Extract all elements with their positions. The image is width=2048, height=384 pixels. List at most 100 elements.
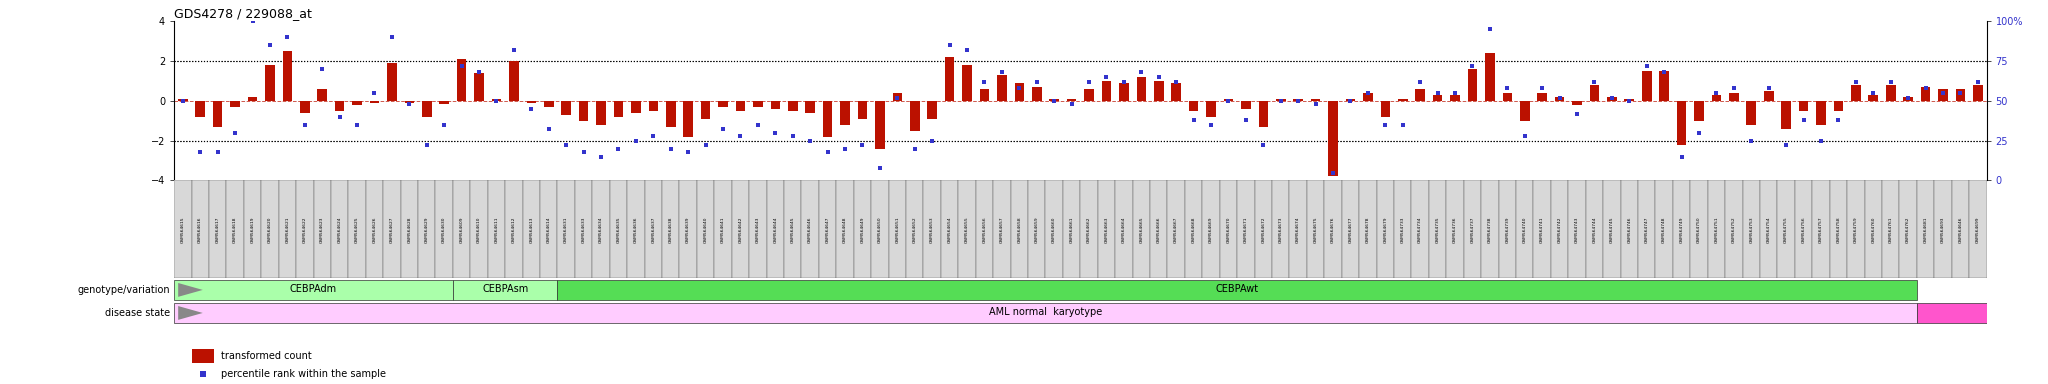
- Bar: [1464, 180, 1481, 278]
- Point: [621, 137, 653, 144]
- Text: GSM564754: GSM564754: [1767, 216, 1772, 243]
- Bar: [1223, 99, 1233, 101]
- Bar: [1833, 101, 1843, 111]
- Bar: [1655, 180, 1673, 278]
- Bar: [348, 180, 367, 278]
- Text: GSM564699: GSM564699: [1976, 216, 1980, 243]
- Bar: [575, 180, 592, 278]
- Bar: [1049, 99, 1059, 101]
- Bar: [909, 101, 920, 131]
- Point: [1892, 94, 1925, 101]
- Bar: [715, 180, 731, 278]
- Text: GSM564611: GSM564611: [494, 216, 498, 243]
- Point: [1421, 90, 1454, 96]
- Bar: [1044, 180, 1063, 278]
- Bar: [905, 180, 924, 278]
- Point: [514, 106, 547, 112]
- Bar: [1083, 89, 1094, 101]
- Point: [289, 122, 322, 128]
- Point: [1020, 79, 1053, 85]
- Bar: [1763, 91, 1774, 101]
- Point: [1090, 74, 1122, 80]
- Text: GSM564759: GSM564759: [1853, 216, 1858, 243]
- Point: [463, 69, 496, 75]
- Bar: [627, 180, 645, 278]
- Text: GSM564619: GSM564619: [250, 216, 254, 243]
- Text: AML normal  karyotype: AML normal karyotype: [989, 308, 1102, 318]
- Text: GSM564679: GSM564679: [1382, 216, 1386, 243]
- Point: [1595, 94, 1628, 101]
- Bar: [299, 101, 309, 113]
- Bar: [928, 101, 938, 119]
- Bar: [1747, 101, 1755, 125]
- Text: GSM564677: GSM564677: [1348, 216, 1352, 243]
- Bar: [227, 180, 244, 278]
- Bar: [870, 180, 889, 278]
- Point: [236, 18, 268, 24]
- Bar: [1307, 180, 1325, 278]
- Point: [1473, 26, 1505, 32]
- Text: GSM564663: GSM564663: [1104, 216, 1108, 243]
- Bar: [1329, 101, 1337, 177]
- Text: disease state: disease state: [104, 308, 170, 318]
- Bar: [1694, 101, 1704, 121]
- Bar: [526, 101, 537, 103]
- Point: [1665, 154, 1698, 160]
- Bar: [858, 101, 866, 119]
- Bar: [700, 101, 711, 119]
- Bar: [1503, 93, 1511, 101]
- Bar: [1364, 93, 1372, 101]
- Text: GSM564659: GSM564659: [1034, 216, 1038, 243]
- Point: [985, 69, 1018, 75]
- Point: [1874, 79, 1907, 85]
- Bar: [801, 180, 819, 278]
- Bar: [1903, 97, 1913, 101]
- Bar: [283, 51, 293, 101]
- Bar: [631, 101, 641, 113]
- Bar: [1554, 97, 1565, 101]
- Point: [1700, 90, 1733, 96]
- Bar: [1673, 180, 1690, 278]
- Text: GSM564742: GSM564742: [1559, 216, 1561, 243]
- Text: GSM564626: GSM564626: [373, 216, 377, 243]
- Bar: [666, 101, 676, 127]
- Bar: [1468, 69, 1477, 101]
- Bar: [1677, 101, 1686, 145]
- Bar: [1569, 180, 1585, 278]
- Bar: [1485, 53, 1495, 101]
- Text: GSM564671: GSM564671: [1243, 216, 1247, 243]
- Point: [567, 149, 600, 155]
- Bar: [940, 180, 958, 278]
- Bar: [836, 180, 854, 278]
- Text: GSM564634: GSM564634: [600, 216, 602, 243]
- Text: GSM564758: GSM564758: [1837, 216, 1841, 243]
- Point: [1507, 133, 1540, 139]
- Point: [1788, 117, 1821, 123]
- Bar: [944, 57, 954, 101]
- Text: GSM564623: GSM564623: [319, 216, 324, 243]
- Text: GSM564625: GSM564625: [354, 216, 358, 243]
- Point: [795, 137, 827, 144]
- Bar: [1260, 101, 1268, 127]
- Text: GSM564757: GSM564757: [1819, 216, 1823, 243]
- Text: GSM564618: GSM564618: [233, 216, 238, 243]
- Text: GSM564746: GSM564746: [1628, 216, 1632, 243]
- Bar: [209, 180, 227, 278]
- Bar: [244, 180, 262, 278]
- Bar: [840, 101, 850, 125]
- Bar: [332, 180, 348, 278]
- Bar: [1186, 180, 1202, 278]
- Point: [1544, 94, 1577, 101]
- Text: GSM564631: GSM564631: [563, 216, 567, 243]
- Point: [1683, 130, 1716, 136]
- Bar: [963, 65, 973, 101]
- Bar: [958, 180, 975, 278]
- Text: GSM564666: GSM564666: [1157, 216, 1161, 243]
- Text: GSM564681: GSM564681: [1923, 216, 1927, 243]
- Bar: [1137, 77, 1147, 101]
- Bar: [614, 101, 623, 117]
- Bar: [805, 101, 815, 113]
- Bar: [1708, 180, 1724, 278]
- Bar: [1520, 101, 1530, 121]
- Bar: [997, 75, 1008, 101]
